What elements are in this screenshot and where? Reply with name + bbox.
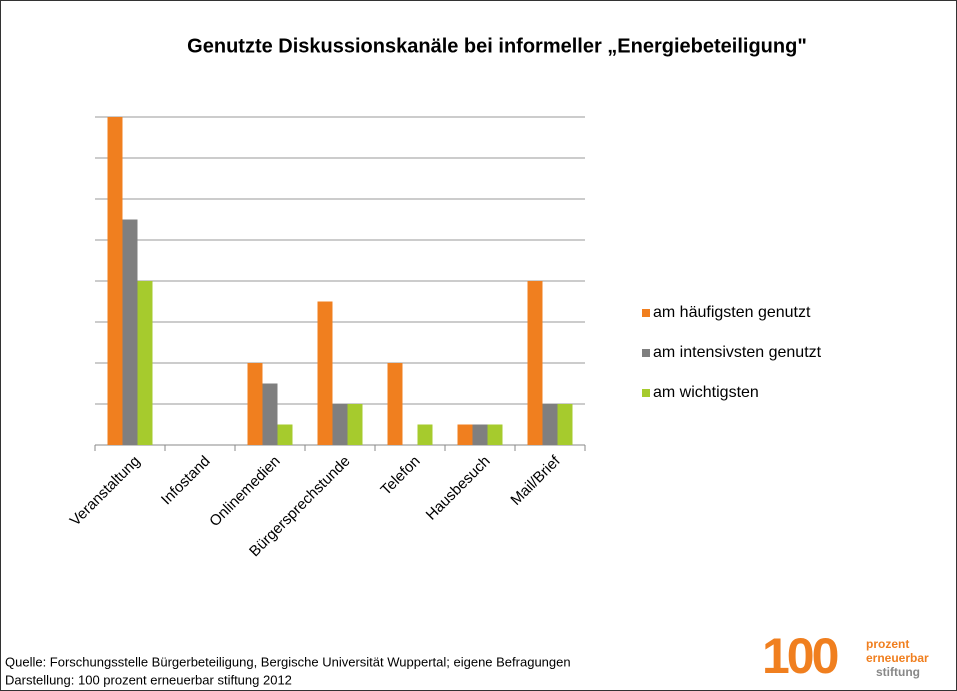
x-tick-label: Onlinemedien bbox=[206, 453, 283, 530]
credit-note: Darstellung: 100 prozent erneuerbar stif… bbox=[5, 672, 292, 687]
logo-text: erneuerbar bbox=[866, 651, 929, 665]
logo-text: prozent bbox=[866, 637, 909, 651]
x-tick-label: Veranstaltung bbox=[67, 453, 144, 530]
legend-swatch bbox=[642, 309, 650, 317]
logo-text: stiftung bbox=[876, 665, 920, 679]
x-tick-label: Infostand bbox=[158, 453, 214, 509]
bar bbox=[527, 281, 543, 445]
logo-number: 100 bbox=[762, 628, 838, 684]
bar bbox=[262, 383, 278, 445]
bar bbox=[347, 404, 363, 445]
chart-title: Genutzte Diskussionskanäle bei informell… bbox=[187, 35, 807, 57]
bar bbox=[332, 404, 348, 445]
legend-label: am wichtigsten bbox=[653, 384, 759, 401]
source-note: Quelle: Forschungsstelle Bürgerbeteiligu… bbox=[5, 654, 571, 669]
bar bbox=[317, 301, 333, 445]
legend-swatch bbox=[642, 349, 650, 357]
bar bbox=[487, 424, 503, 445]
bar bbox=[387, 363, 403, 445]
x-tick-label: Mail/Brief bbox=[507, 452, 564, 509]
x-tick-label: Hausbesuch bbox=[423, 453, 494, 524]
legend-swatch bbox=[642, 389, 650, 397]
bar bbox=[107, 117, 123, 445]
bar bbox=[137, 281, 153, 445]
x-tick-label: Telefon bbox=[377, 453, 423, 499]
legend-label: am intensivsten genutzt bbox=[653, 344, 822, 361]
bar bbox=[542, 404, 558, 445]
bar bbox=[417, 424, 433, 445]
bar bbox=[247, 363, 263, 445]
bar bbox=[557, 404, 573, 445]
bar bbox=[122, 219, 138, 445]
bar bbox=[277, 424, 293, 445]
legend-label: am häufigsten genutzt bbox=[653, 304, 811, 321]
bar bbox=[457, 424, 473, 445]
bar bbox=[472, 424, 488, 445]
